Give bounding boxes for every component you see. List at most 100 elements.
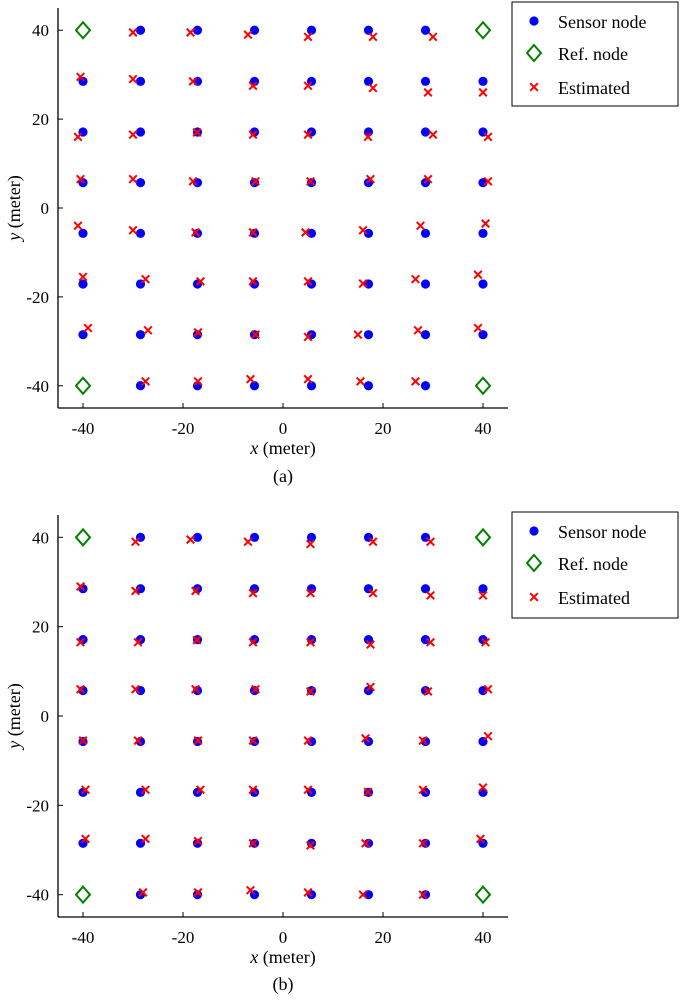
estimated-point xyxy=(140,274,151,284)
estimated-point xyxy=(303,81,313,91)
estimated-point xyxy=(248,637,258,647)
estimated-point xyxy=(478,782,488,792)
sensor-node-point xyxy=(363,228,374,238)
estimated-point xyxy=(360,733,371,743)
estimated-point xyxy=(423,87,433,97)
estimated-point xyxy=(73,132,83,142)
legend-box xyxy=(511,511,679,619)
estimated-point xyxy=(78,272,88,282)
estimated-point xyxy=(140,376,151,386)
ref-node-point xyxy=(74,20,92,40)
estimated-point xyxy=(480,219,491,229)
sensor-node-point xyxy=(363,381,374,391)
sensor-node-point xyxy=(363,838,374,848)
estimated-point xyxy=(418,785,428,795)
sensor-node-point xyxy=(420,76,431,86)
estimated-point xyxy=(185,535,196,545)
sensor-node-point xyxy=(420,381,431,391)
sensor-node-point xyxy=(249,381,260,391)
sensor-node-point xyxy=(363,330,374,340)
estimated-point xyxy=(360,838,371,848)
x-axis-variable: x xyxy=(249,947,258,967)
sensor-node-point xyxy=(420,25,431,35)
sensor-node-point xyxy=(478,330,488,340)
estimated-point xyxy=(130,537,141,547)
sensor-node-point xyxy=(192,330,203,340)
y-tick-label: -40 xyxy=(26,886,49,905)
estimated-point xyxy=(193,836,203,846)
estimated-point xyxy=(133,736,143,746)
estimated-point xyxy=(250,176,261,186)
sensor-node-point xyxy=(78,76,88,86)
estimated-point xyxy=(305,539,316,549)
y-axis-variable: y xyxy=(4,741,24,751)
estimated-point xyxy=(243,30,253,40)
estimated-point xyxy=(483,132,493,142)
x-tick-label: -40 xyxy=(72,928,95,947)
estimated-point xyxy=(138,887,148,897)
estimated-point xyxy=(248,838,258,848)
sensor-node-point xyxy=(192,838,203,848)
estimated-point xyxy=(418,736,428,746)
sensor-node-point xyxy=(135,330,146,340)
y-axis-unit: (meter) xyxy=(4,683,25,740)
estimated-point xyxy=(303,374,313,384)
estimated-point xyxy=(428,32,438,42)
estimated-point xyxy=(365,640,376,650)
estimated-point xyxy=(75,637,86,647)
series-estimated xyxy=(73,27,493,386)
y-tick-label: 0 xyxy=(41,707,50,726)
ref-node-point xyxy=(474,376,492,396)
y-axis-label: y (meter) xyxy=(4,175,25,242)
estimated-point xyxy=(78,736,88,746)
x-tick-label: 20 xyxy=(375,419,392,438)
estimated-point xyxy=(128,174,138,184)
estimated-point xyxy=(193,327,203,337)
ref-node-point xyxy=(74,885,92,905)
sensor-node-point xyxy=(78,228,88,238)
estimated-point xyxy=(418,838,428,848)
estimated-point xyxy=(193,736,203,746)
estimated-point xyxy=(128,27,138,37)
sensor-node-point xyxy=(478,838,488,848)
estimated-point xyxy=(365,682,376,692)
sensor-node-point xyxy=(192,890,203,900)
sensor-node-point xyxy=(420,228,431,238)
sensor-node-point xyxy=(135,787,146,797)
sensor-node-point xyxy=(135,178,146,188)
estimated-point xyxy=(363,132,373,142)
sensor-node-point xyxy=(478,76,488,86)
estimated-point xyxy=(248,227,258,237)
y-axis-unit: (meter) xyxy=(4,175,25,232)
sensor-node-point xyxy=(420,127,431,137)
estimated-point xyxy=(250,684,261,694)
estimated-point xyxy=(245,885,256,895)
sensor-node-point xyxy=(478,787,488,797)
legend-label: Sensor node xyxy=(558,12,647,32)
estimated-point xyxy=(80,785,91,795)
y-tick-label: -20 xyxy=(26,796,49,815)
series-ref-node xyxy=(74,20,492,396)
estimated-point xyxy=(248,81,258,91)
estimated-point xyxy=(415,221,426,231)
estimated-point xyxy=(248,130,258,140)
sensor-node-point xyxy=(420,279,431,289)
sensor-node-point xyxy=(135,584,146,594)
x-axis-unit: (meter) xyxy=(258,438,315,459)
estimated-point xyxy=(363,787,373,797)
estimated-point xyxy=(75,684,86,694)
estimated-point xyxy=(303,32,313,42)
estimated-point xyxy=(305,588,316,598)
sensor-node-point xyxy=(78,838,88,848)
estimated-point xyxy=(368,83,378,93)
estimated-point xyxy=(250,330,261,340)
estimated-point xyxy=(425,590,436,600)
estimated-point xyxy=(368,537,378,547)
estimated-point xyxy=(303,736,313,746)
estimated-point xyxy=(355,376,366,386)
estimated-point xyxy=(473,323,483,333)
estimated-point xyxy=(428,130,438,140)
estimated-point xyxy=(303,332,313,342)
legend-marker xyxy=(525,43,543,63)
